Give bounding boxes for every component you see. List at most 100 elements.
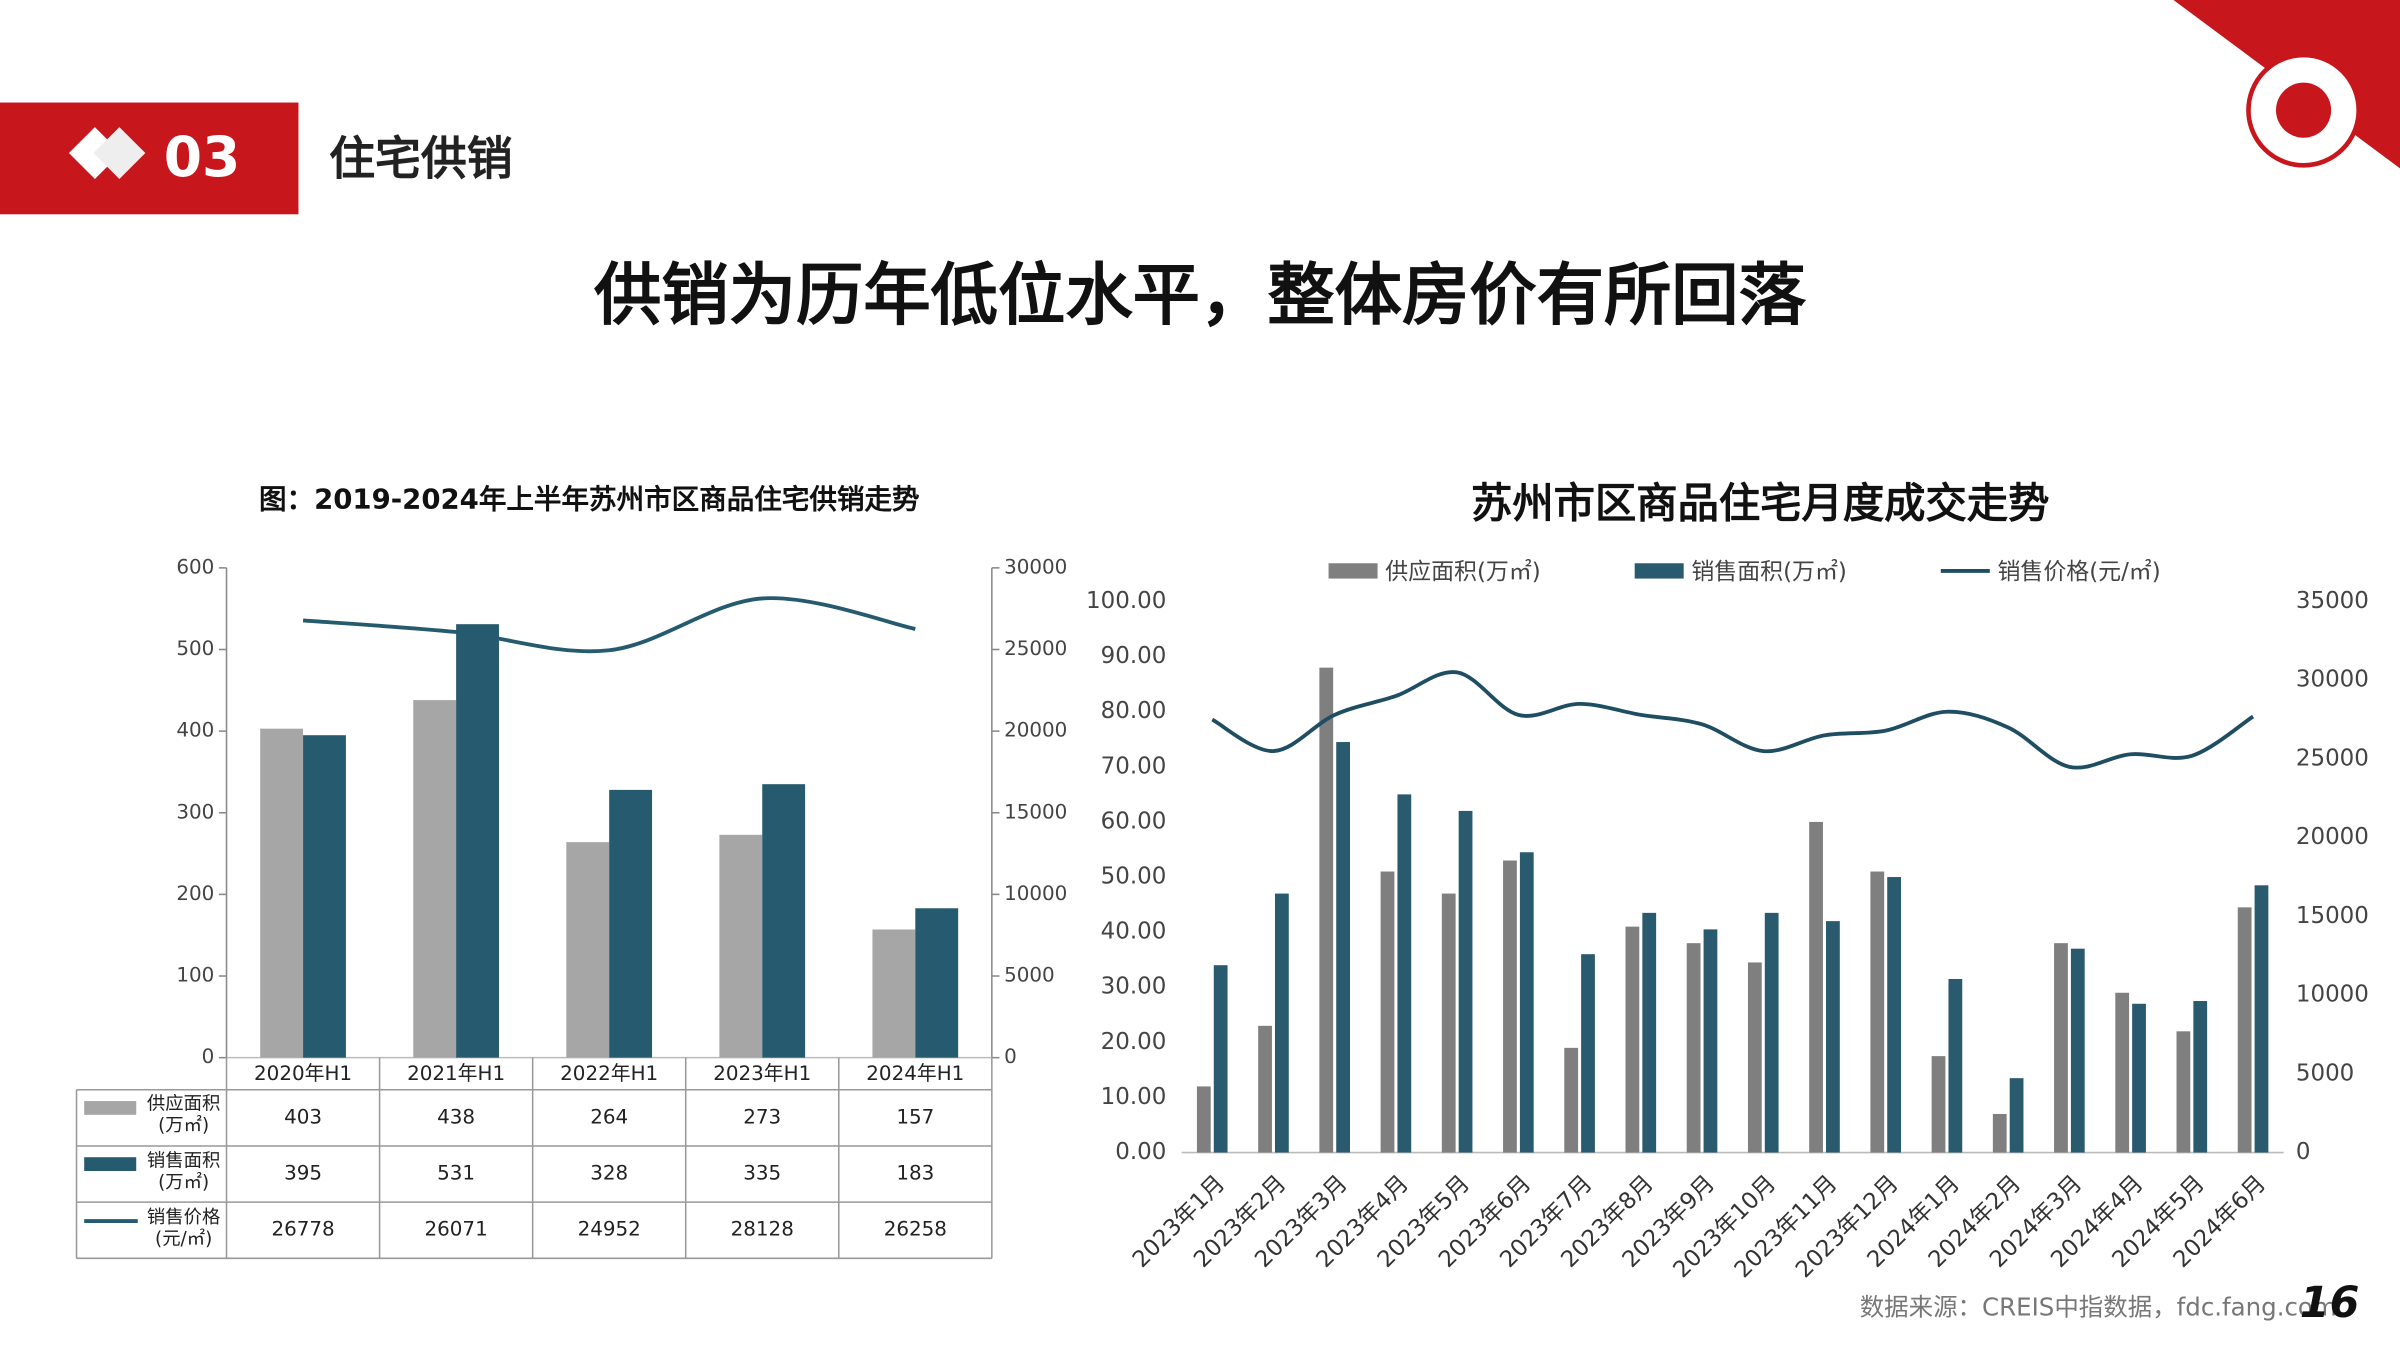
x-tick-label: 2023年H1 xyxy=(713,1062,811,1085)
y2-tick-label: 5000 xyxy=(1004,964,1055,987)
bar xyxy=(2237,907,2252,1153)
x-tick-label: 2024年H1 xyxy=(866,1062,964,1085)
x-tick-label: 2020年H1 xyxy=(254,1062,352,1085)
y2-tick-label: 20000 xyxy=(2296,824,2369,850)
y2-tick-label: 35000 xyxy=(2296,588,2369,614)
legend-key xyxy=(1634,563,1684,579)
legend-label: 销售面积(万㎡) xyxy=(146,1149,221,1193)
legend-label: 供应面积(万㎡) xyxy=(1385,559,1541,585)
legend-cell: 销售价格(元/㎡) xyxy=(147,1206,220,1249)
bar xyxy=(1213,965,1228,1153)
bar xyxy=(1948,978,1963,1153)
y-tick-label: 40.00 xyxy=(1101,919,1167,945)
bar xyxy=(719,834,763,1058)
bar xyxy=(2193,1001,2208,1153)
bar xyxy=(2054,943,2068,1153)
legend-label: 供应面积(万㎡) xyxy=(146,1093,221,1137)
bar xyxy=(1196,1086,1211,1153)
bar xyxy=(1258,1025,1272,1153)
bar xyxy=(1764,912,1779,1153)
y2-tick-label: 0 xyxy=(1004,1045,1017,1068)
y2-tick-label: 25000 xyxy=(2296,745,2369,771)
bar xyxy=(1336,742,1350,1153)
logo-core xyxy=(2276,82,2332,138)
bar xyxy=(566,842,610,1058)
table-value: 26778 xyxy=(271,1218,334,1241)
table-value: 28128 xyxy=(731,1218,794,1241)
y2-tick-label: 20000 xyxy=(1004,719,1067,742)
bar xyxy=(1703,929,1718,1153)
y-tick-label: 50.00 xyxy=(1101,864,1167,890)
y2-tick-label: 10000 xyxy=(2296,982,2369,1008)
y-tick-label: 30.00 xyxy=(1101,974,1167,1000)
x-tick-label: 2022年H1 xyxy=(560,1062,658,1085)
bar xyxy=(1397,794,1412,1153)
bar xyxy=(2254,885,2269,1153)
bar xyxy=(2132,1003,2146,1153)
y2-tick-label: 5000 xyxy=(2296,1060,2354,1086)
bar xyxy=(1519,852,1534,1153)
table-value: 403 xyxy=(284,1105,322,1128)
section-number: 03 xyxy=(164,125,241,189)
legend-cell: 销售面积(万㎡) xyxy=(146,1149,221,1193)
y-tick-label: 400 xyxy=(176,719,214,742)
y-tick-label: 200 xyxy=(176,882,214,905)
y-tick-label: 80.00 xyxy=(1101,698,1167,724)
y2-tick-label: 15000 xyxy=(1004,800,1067,823)
table-value: 328 xyxy=(590,1162,628,1185)
y2-tick-label: 15000 xyxy=(2296,903,2369,929)
bar xyxy=(1319,667,1334,1153)
chart-title: 图：2019-2024年上半年苏州市区商品住宅供销走势 xyxy=(259,484,920,516)
y-tick-label: 20.00 xyxy=(1101,1029,1167,1055)
table-value: 531 xyxy=(437,1162,475,1185)
bar xyxy=(2115,992,2130,1153)
table-value: 438 xyxy=(437,1105,475,1128)
bar xyxy=(762,784,806,1058)
y-tick-label: 70.00 xyxy=(1101,753,1167,779)
legend-key xyxy=(84,1101,137,1115)
legend-key xyxy=(1328,563,1378,579)
y-tick-label: 100.00 xyxy=(1086,588,1166,614)
x-tick-label: 2021年H1 xyxy=(407,1062,505,1085)
bar xyxy=(1275,893,1289,1153)
bar xyxy=(1686,943,1701,1153)
bar xyxy=(1992,1113,2007,1153)
table-value: 26258 xyxy=(884,1218,947,1241)
y-tick-label: 600 xyxy=(176,555,214,578)
table-value: 183 xyxy=(896,1162,934,1185)
y-tick-label: 100 xyxy=(176,964,214,987)
section-title: 住宅供销 xyxy=(329,132,513,186)
table-value: 273 xyxy=(743,1105,781,1128)
price-line xyxy=(1211,670,2255,770)
y-tick-label: 0.00 xyxy=(1115,1139,1166,1165)
section-badge xyxy=(0,102,299,215)
page-number: 16 xyxy=(2300,1278,2360,1328)
source: 数据来源：CREIS中指数据，fdc.fang.com xyxy=(1860,1293,2337,1322)
bar xyxy=(2176,1031,2191,1153)
bar xyxy=(915,908,959,1058)
bar xyxy=(1380,871,1395,1153)
bar xyxy=(1826,921,1840,1153)
bar xyxy=(1458,810,1473,1153)
bar xyxy=(1642,912,1657,1153)
bar xyxy=(1564,1047,1579,1153)
price-line xyxy=(302,596,916,654)
bar xyxy=(456,624,499,1058)
y-tick-label: 10.00 xyxy=(1101,1084,1167,1110)
bar xyxy=(1503,860,1517,1153)
y-tick-label: 0 xyxy=(202,1045,215,1068)
bar xyxy=(1887,877,1902,1153)
y2-tick-label: 10000 xyxy=(1004,882,1067,905)
bar xyxy=(2009,1078,2024,1153)
bar xyxy=(1747,962,1762,1153)
table-value: 24952 xyxy=(578,1218,641,1241)
table-value: 157 xyxy=(896,1105,934,1128)
y-tick-label: 300 xyxy=(176,800,214,823)
y2-tick-label: 25000 xyxy=(1004,637,1067,660)
table-value: 264 xyxy=(590,1105,628,1128)
y-tick-label: 60.00 xyxy=(1101,808,1167,834)
chart-title: 苏州市区商品住宅月度成交走势 xyxy=(1471,480,2049,528)
y2-tick-label: 30000 xyxy=(1004,555,1067,578)
